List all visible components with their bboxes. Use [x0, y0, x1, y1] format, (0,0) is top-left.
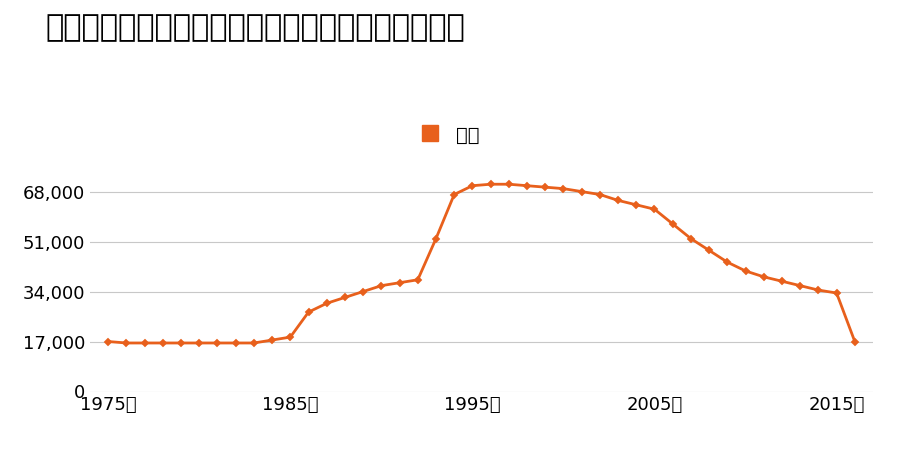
価格 — [321, 301, 332, 306]
価格 — [595, 192, 606, 197]
価格 — [631, 202, 642, 207]
価格 — [686, 236, 697, 241]
価格 — [303, 310, 314, 315]
価格 — [649, 207, 660, 212]
価格 — [394, 280, 405, 285]
価格 — [722, 260, 733, 265]
価格 — [285, 334, 296, 340]
価格 — [832, 290, 842, 296]
Text: 栃木県足利市山下町字泉京２４５３番４の地価推移: 栃木県足利市山下町字泉京２４５３番４の地価推移 — [45, 14, 464, 42]
価格 — [357, 289, 368, 294]
価格 — [412, 277, 423, 283]
価格 — [176, 340, 186, 346]
価格 — [777, 279, 788, 284]
価格 — [522, 183, 533, 189]
価格 — [248, 340, 259, 346]
価格 — [430, 236, 441, 241]
価格 — [613, 198, 624, 203]
価格 — [795, 283, 806, 288]
価格 — [759, 274, 769, 279]
Legend: 価格: 価格 — [413, 118, 487, 153]
価格 — [576, 189, 587, 194]
価格 — [339, 295, 350, 300]
価格 — [558, 186, 569, 191]
価格 — [485, 181, 496, 187]
価格 — [376, 283, 387, 288]
価格 — [467, 183, 478, 189]
価格 — [850, 339, 860, 344]
価格 — [266, 338, 277, 343]
価格 — [449, 192, 460, 197]
価格 — [540, 184, 551, 190]
Line: 価格: 価格 — [105, 181, 858, 346]
価格 — [103, 339, 113, 344]
価格 — [503, 181, 514, 187]
価格 — [212, 340, 223, 346]
価格 — [140, 340, 150, 346]
価格 — [230, 340, 241, 346]
価格 — [667, 221, 678, 227]
価格 — [704, 248, 715, 253]
価格 — [813, 288, 824, 293]
価格 — [121, 340, 131, 346]
価格 — [158, 340, 168, 346]
価格 — [194, 340, 204, 346]
価格 — [740, 268, 751, 274]
